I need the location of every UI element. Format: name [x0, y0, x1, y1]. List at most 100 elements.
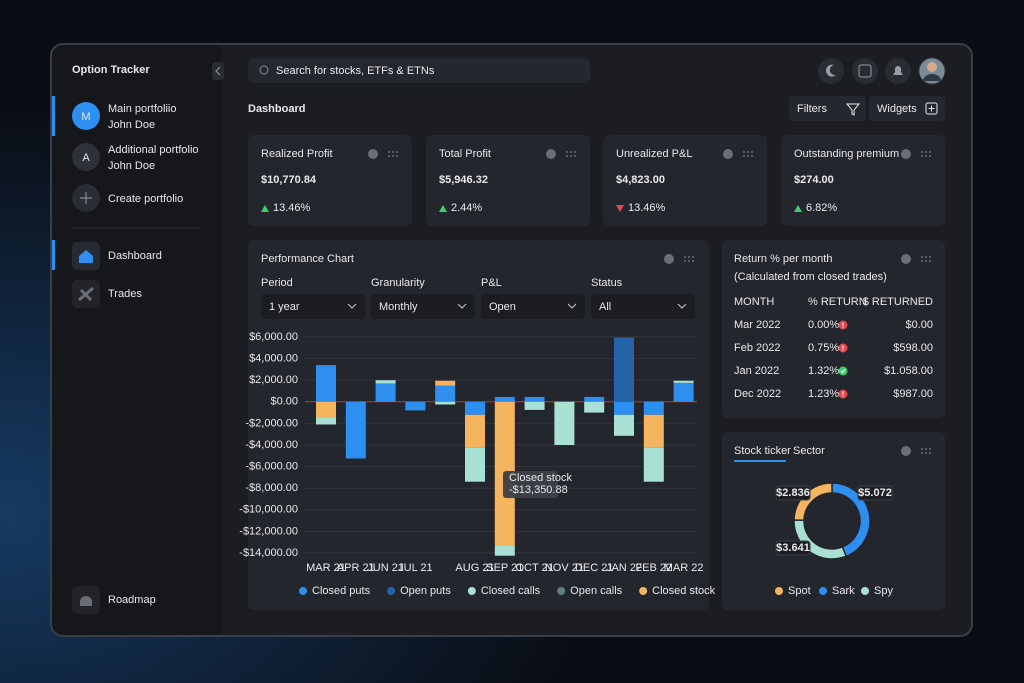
drag-dot	[570, 155, 572, 157]
bar-segment	[614, 401, 634, 415]
bar-segment	[465, 414, 485, 448]
y-tick-label: -$14,000.00	[239, 547, 298, 559]
x-tick-label: OCT 21	[515, 562, 553, 574]
widgets-button[interactable]	[869, 96, 945, 121]
kpi-trend-icon	[616, 205, 624, 212]
tooltip	[503, 471, 558, 498]
page-title: Dashboard	[248, 103, 305, 115]
drag-dot	[925, 452, 927, 454]
kpi-trend-icon	[794, 205, 802, 212]
drag-dot	[921, 260, 923, 262]
x-tick-label: APR 21	[337, 562, 375, 574]
table-cell: Dec 2022	[734, 388, 781, 400]
nav-item: Trades	[108, 288, 142, 300]
drag-dot	[929, 260, 931, 262]
tooltip-title: Closed stock	[509, 472, 572, 484]
x-tick-label: AUG 21	[455, 562, 494, 574]
bar-segment	[465, 447, 485, 482]
legend-marker	[861, 587, 869, 595]
bar-segment	[494, 396, 515, 402]
chevron	[347, 303, 357, 309]
drag-dot	[684, 256, 686, 258]
info-icon	[901, 446, 911, 456]
dropdown[interactable]	[261, 294, 365, 319]
table-cell: 1.23%	[808, 388, 839, 400]
search-icon	[259, 65, 269, 75]
home-icon	[79, 250, 93, 263]
dropdown[interactable]	[371, 294, 475, 319]
y-tick-label: -$4,000.00	[245, 439, 298, 451]
moon-icon	[825, 64, 836, 77]
portfolio-name: Additional portfolio	[108, 144, 199, 156]
create-portfolio: Create portfolio	[108, 193, 183, 205]
bar-segment	[435, 401, 456, 405]
drag-dot	[929, 448, 931, 450]
table-cell: Mar 2022	[734, 319, 780, 331]
filter-label: P&L	[481, 277, 502, 289]
drag-dot	[751, 151, 753, 153]
card-title: Return % per month	[734, 253, 832, 265]
collapse-button[interactable]	[212, 62, 224, 80]
kpi-change: 13.46%	[273, 202, 311, 214]
search-placeholder: Search for stocks, ETFs & ETNs	[276, 65, 435, 77]
y-tick-label: $2,000.00	[249, 374, 298, 386]
bar-segment	[643, 447, 664, 482]
table-cell: $0.00	[905, 319, 933, 331]
table-cell: 0.75%	[808, 342, 839, 354]
legend-label: Closed calls	[481, 585, 541, 597]
bar-segment	[554, 401, 575, 445]
nav-roadmap: Roadmap	[108, 594, 156, 606]
legend-marker	[819, 587, 827, 595]
filters-button[interactable]	[789, 96, 866, 121]
drag-dot	[688, 256, 690, 258]
value-label-box	[775, 540, 811, 556]
table-cell: $598.00	[893, 342, 933, 354]
card-title: Performance Chart	[261, 253, 354, 265]
bar-segment	[643, 414, 664, 448]
drag-dot	[396, 155, 398, 157]
drag-dot	[921, 448, 923, 450]
drag-dot	[929, 452, 931, 454]
drag-dot	[921, 256, 923, 258]
kpi-trend-icon	[439, 205, 447, 212]
drag-dot	[392, 151, 394, 153]
bar-segment	[465, 401, 485, 415]
info-icon	[901, 254, 911, 264]
x-tick-label: DEC 21	[575, 562, 614, 574]
table-cell: 1.32%	[808, 365, 839, 377]
column-header: $ RETURNED	[863, 296, 933, 308]
portfolio-initial: M	[81, 111, 90, 123]
drag-dot	[396, 151, 398, 153]
kpi-label: Unrealized P&L	[616, 148, 692, 160]
calendar-button[interactable]	[852, 58, 878, 84]
drag-dot	[743, 151, 745, 153]
search-box[interactable]	[248, 58, 590, 83]
tab: Stock ticker	[734, 445, 791, 457]
bar-segment	[375, 383, 396, 402]
bar-segment	[435, 380, 456, 386]
bar-segment	[316, 401, 336, 418]
dropdown[interactable]	[591, 294, 695, 319]
kpi-trend-icon	[261, 205, 269, 212]
theme-button[interactable]	[818, 58, 844, 84]
value-label: $5.072	[858, 487, 892, 499]
drag-dot	[574, 155, 576, 157]
bell-icon	[893, 66, 903, 75]
roadmap-icon	[80, 596, 92, 606]
active-portfolio-bar	[52, 96, 55, 136]
calendar-icon	[858, 64, 872, 78]
collapse-icon	[215, 66, 221, 76]
drag-dot	[929, 256, 931, 258]
returns-card	[722, 240, 945, 418]
kpi-value: $4,823.00	[616, 174, 665, 186]
filters-label: Filters	[797, 103, 827, 115]
y-tick-label: -$10,000.00	[239, 504, 298, 516]
widgets-icon	[925, 102, 938, 115]
legend-marker	[557, 587, 566, 595]
bar-segment	[316, 365, 336, 402]
y-tick-label: -$12,000.00	[239, 525, 298, 537]
drag-dot	[392, 155, 394, 157]
dropdown[interactable]	[481, 294, 585, 319]
